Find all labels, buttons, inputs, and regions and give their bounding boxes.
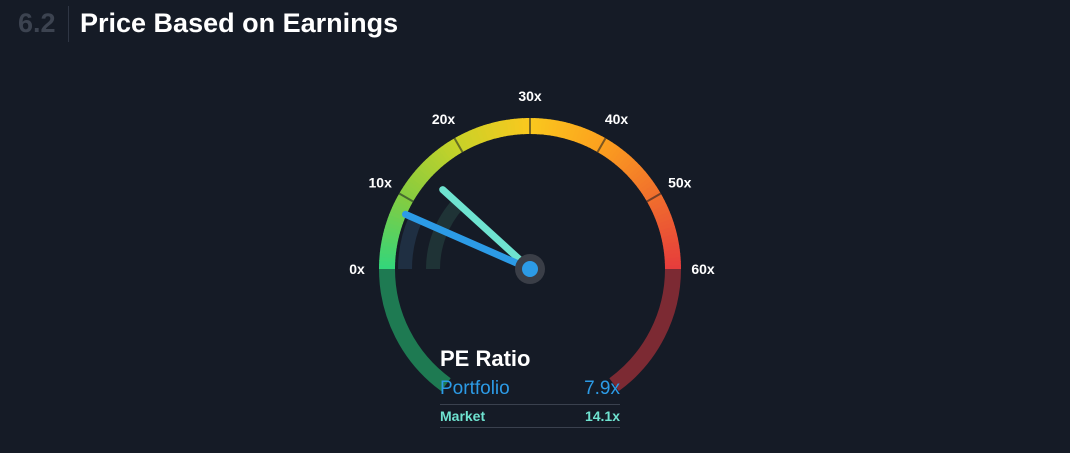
gauge-hub-inner [522, 261, 538, 277]
gauge-tick-label-60: 60x [691, 261, 715, 277]
gauge-tick-label-50: 50x [668, 175, 692, 191]
gauge-tick-label-30: 30x [518, 88, 542, 104]
gauge-tick-label-0: 0x [349, 261, 365, 277]
legend-portfolio-name: Portfolio [440, 378, 510, 399]
gauge-tick-label-20: 20x [432, 111, 456, 127]
gauge-tick-label-10: 10x [369, 175, 393, 191]
gauge-tick-label-40: 40x [605, 111, 629, 127]
legend-market-name: Market [440, 408, 486, 424]
section-number: 6.2 [18, 8, 56, 38]
gauge-color-arc [378, 117, 681, 270]
pe-ratio-legend: PE Ratio Portfolio 7.9x Market 14.1x [440, 344, 620, 428]
gauge-tick-40 [596, 137, 607, 153]
series-inner-arc-market [426, 199, 464, 270]
series-inner-arc-portfolio [398, 215, 423, 270]
legend-row-market: Market 14.1x [440, 405, 620, 428]
header-divider [68, 6, 69, 42]
legend-market-value: 14.1x [584, 408, 620, 424]
legend-title: PE Ratio [440, 346, 531, 371]
gauge-ticks [398, 118, 662, 203]
section-title: Price Based on Earnings [80, 8, 399, 38]
gauge-tick-20 [453, 137, 464, 153]
legend-portfolio-value: 7.9x [584, 378, 620, 399]
gauge-tick-50 [646, 192, 662, 203]
gauge-background-arcs [379, 199, 681, 392]
gauge-tick-labels: 0x 10x 20x 30x 40x 50x 60x [349, 88, 715, 277]
gauge-needles [402, 186, 545, 284]
gauge-high-extension [609, 268, 681, 392]
gauge-low-extension [379, 268, 451, 392]
needle-market [439, 186, 534, 273]
section-header: 6.2 Price Based on Earnings [0, 0, 1070, 50]
gauge-tick-10 [398, 192, 414, 203]
legend-row-portfolio: Portfolio 7.9x [440, 374, 620, 405]
needle-portfolio [402, 210, 534, 273]
